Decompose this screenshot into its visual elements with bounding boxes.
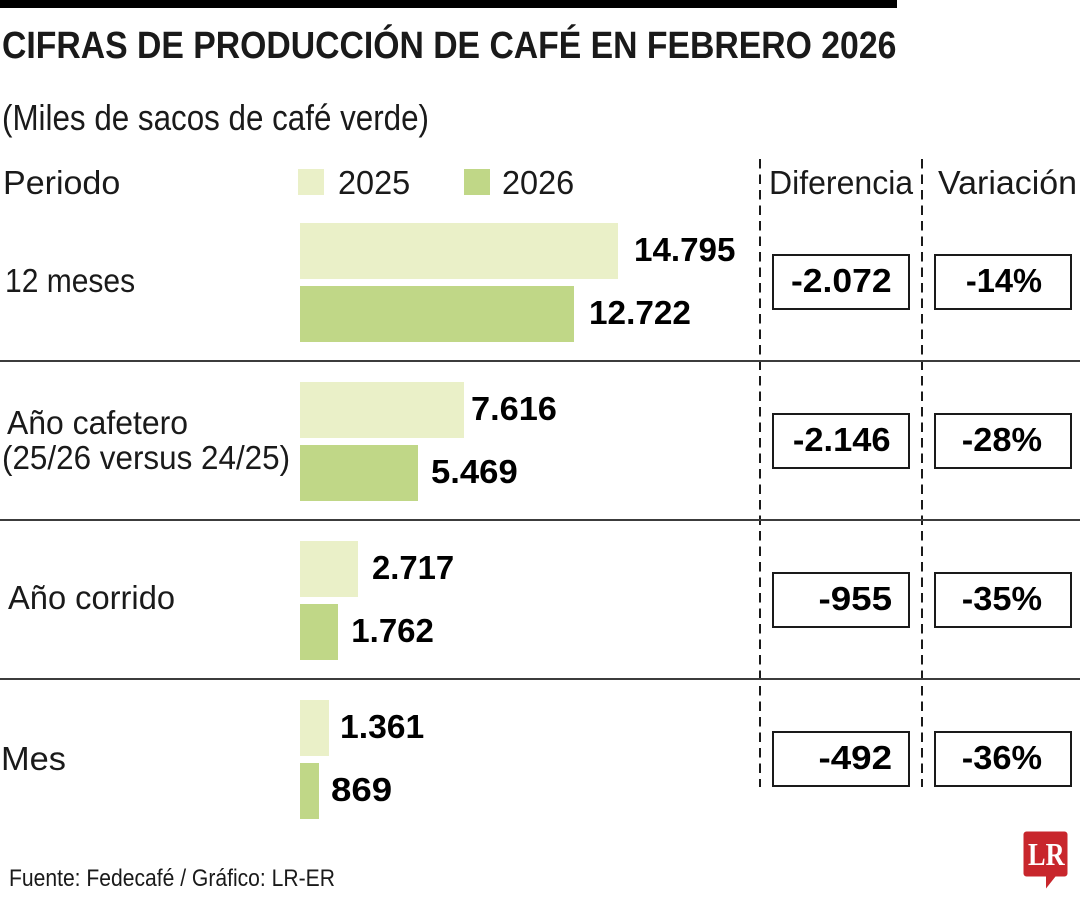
svg-text:LR: LR [1028, 837, 1065, 872]
